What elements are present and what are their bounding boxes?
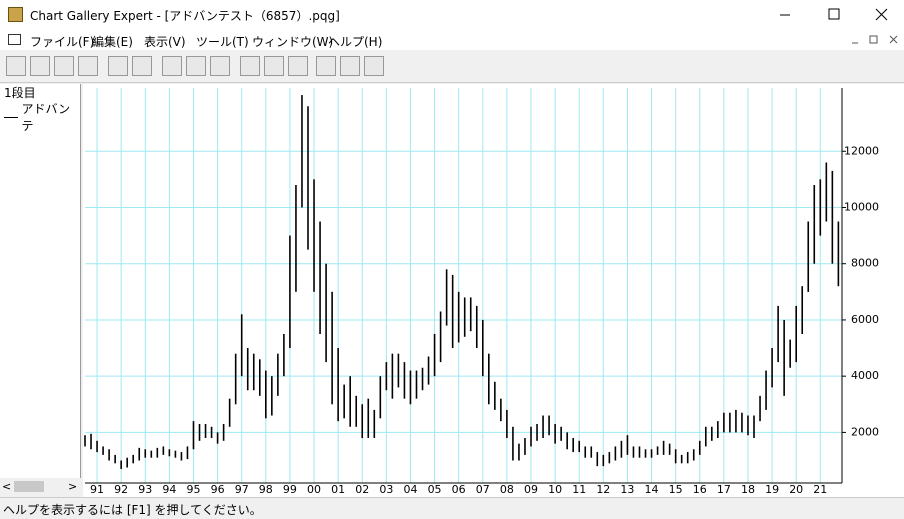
menu-item[interactable]: 表示(V) <box>144 35 186 49</box>
x-tick-label: 13 <box>620 483 634 496</box>
x-tick-label: 17 <box>717 483 731 496</box>
menu-item[interactable]: ファイル(F) <box>30 35 95 49</box>
title-bar: Chart Gallery Expert - [アドバンテスト（6857）.pq… <box>0 0 904 30</box>
chart: 91 92 93 94 95 96 97 98 99 00 01 02 03 04 05 06 07 08 09 10… <box>83 84 904 497</box>
x-tick-label: 00 <box>307 483 321 496</box>
x-tick-label: 96 <box>211 483 225 496</box>
y-tick-label: 4000 <box>851 369 879 382</box>
x-tick-label: 10 <box>548 483 562 496</box>
x-tick-label: 02 <box>355 483 369 496</box>
window-controls[interactable] <box>760 0 904 30</box>
x-tick-label: 04 <box>403 483 417 496</box>
y-tick-label: 10000 <box>844 200 879 213</box>
legend-entry: アドバンテ <box>4 100 80 134</box>
menu-item[interactable]: ウィンドウ(W) <box>252 35 334 49</box>
y-tick-label: 2000 <box>851 425 879 438</box>
tool-button[interactable] <box>340 56 360 76</box>
app-icon <box>8 7 23 22</box>
legend-text: アドバンテ <box>21 102 71 133</box>
tool-button[interactable] <box>288 56 308 76</box>
x-tick-label: 01 <box>331 483 345 496</box>
x-tick-label: 19 <box>765 483 779 496</box>
x-tick-label: 07 <box>476 483 490 496</box>
x-tick-label: 15 <box>669 483 683 496</box>
tool-button[interactable] <box>240 56 260 76</box>
scroll-thumb[interactable] <box>14 481 44 492</box>
row-label: 1段目 <box>4 86 36 100</box>
x-tick-label: 91 <box>90 483 104 496</box>
x-tick-label: 11 <box>572 483 586 496</box>
maximize[interactable] <box>828 8 840 20</box>
mdi-controls[interactable] <box>846 32 904 48</box>
tool-button[interactable] <box>30 56 50 76</box>
chart-area <box>83 84 904 497</box>
doc-icon <box>8 34 21 45</box>
x-tick-label: 09 <box>524 483 538 496</box>
x-tick-label: 14 <box>645 483 659 496</box>
tool-button[interactable] <box>6 56 26 76</box>
window-title: Chart Gallery Expert - [アドバンテスト（6857）.pq… <box>30 9 340 23</box>
tool-button[interactable] <box>186 56 206 76</box>
status-text: ヘルプを表示するには [F1] を押してください。 <box>3 503 262 517</box>
x-tick-label: 20 <box>789 483 803 496</box>
x-tick-label: 93 <box>138 483 152 496</box>
menu-item[interactable]: 編集(E) <box>92 35 133 49</box>
x-tick-label: 92 <box>114 483 128 496</box>
x-tick-label: 08 <box>500 483 514 496</box>
x-tick-label: 95 <box>186 483 200 496</box>
x-tick-label: 98 <box>259 483 273 496</box>
x-tick-label: 16 <box>693 483 707 496</box>
tool-button[interactable] <box>132 56 152 76</box>
tool-button[interactable] <box>54 56 74 76</box>
y-tick-label: 8000 <box>851 257 879 270</box>
x-tick-label: 03 <box>379 483 393 496</box>
x-tick-label: 21 <box>813 483 827 496</box>
tool-button[interactable] <box>364 56 384 76</box>
tool-button[interactable] <box>78 56 98 76</box>
x-tick-label: 94 <box>162 483 176 496</box>
x-tick-label: 12 <box>596 483 610 496</box>
tool-button[interactable] <box>162 56 182 76</box>
x-tick-label: 06 <box>452 483 466 496</box>
toolbar <box>0 52 904 83</box>
x-tick-label: 05 <box>428 483 442 496</box>
x-tick-label: 18 <box>741 483 755 496</box>
status-bar: ヘルプを表示するには [F1] を押してください。 <box>0 497 904 519</box>
x-tick-label: 97 <box>235 483 249 496</box>
y-tick-label: 6000 <box>851 313 879 326</box>
menu-bar: ファイル(F) 編集(E) 表示(V) ツール(T) ウィンドウ(W) ヘルプ(… <box>0 30 904 50</box>
y-tick-label: 12000 <box>844 144 879 157</box>
scrollbar[interactable]: < > <box>0 478 80 495</box>
menu-item[interactable]: ツール(T) <box>196 35 249 49</box>
tool-button[interactable] <box>316 56 336 76</box>
tool-button[interactable] <box>264 56 284 76</box>
tool-button[interactable] <box>108 56 128 76</box>
tool-button[interactable] <box>210 56 230 76</box>
scroll-right[interactable]: > <box>68 480 78 493</box>
close[interactable] <box>875 8 888 21</box>
legend-swatch <box>4 116 18 118</box>
menu-item[interactable]: ヘルプ(H) <box>328 35 383 49</box>
x-tick-label: 99 <box>283 483 297 496</box>
left-panel: 1段目 アドバンテ <box>0 84 81 478</box>
scroll-left[interactable]: < <box>2 480 12 493</box>
